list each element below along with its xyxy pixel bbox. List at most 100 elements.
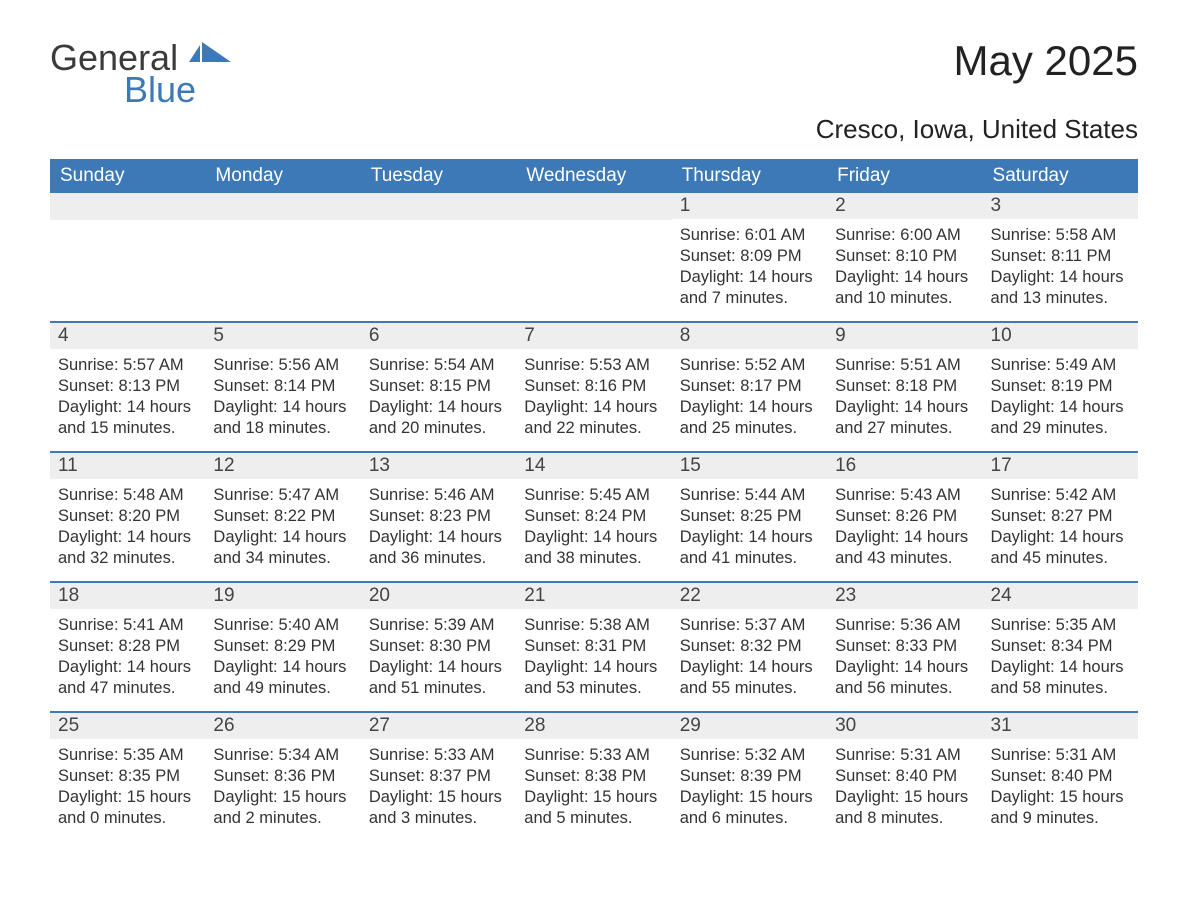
day-cell: 9Sunrise: 5:51 AMSunset: 8:18 PMDaylight… bbox=[827, 323, 982, 451]
sunrise-line: Sunrise: 5:45 AM bbox=[524, 485, 663, 506]
sunset-line: Sunset: 8:27 PM bbox=[991, 506, 1130, 527]
day-cell: 14Sunrise: 5:45 AMSunset: 8:24 PMDayligh… bbox=[516, 453, 671, 581]
daylight-line: Daylight: 14 hours and 45 minutes. bbox=[991, 527, 1130, 569]
day-body: Sunrise: 5:33 AMSunset: 8:37 PMDaylight:… bbox=[361, 739, 516, 839]
sunrise-line: Sunrise: 5:35 AM bbox=[58, 745, 197, 766]
daylight-line: Daylight: 14 hours and 41 minutes. bbox=[680, 527, 819, 569]
day-number: 25 bbox=[50, 713, 205, 739]
logo: General Blue bbox=[50, 40, 231, 108]
daylight-line: Daylight: 15 hours and 5 minutes. bbox=[524, 787, 663, 829]
sunset-line: Sunset: 8:35 PM bbox=[58, 766, 197, 787]
daylight-line: Daylight: 14 hours and 55 minutes. bbox=[680, 657, 819, 699]
day-body: Sunrise: 5:58 AMSunset: 8:11 PMDaylight:… bbox=[983, 219, 1138, 319]
sunset-line: Sunset: 8:25 PM bbox=[680, 506, 819, 527]
day-number: 4 bbox=[50, 323, 205, 349]
day-body: Sunrise: 5:34 AMSunset: 8:36 PMDaylight:… bbox=[205, 739, 360, 839]
sunrise-line: Sunrise: 5:34 AM bbox=[213, 745, 352, 766]
sunrise-line: Sunrise: 5:57 AM bbox=[58, 355, 197, 376]
sunrise-line: Sunrise: 6:00 AM bbox=[835, 225, 974, 246]
day-header-monday: Monday bbox=[205, 159, 360, 193]
daylight-line: Daylight: 15 hours and 9 minutes. bbox=[991, 787, 1130, 829]
day-header-wednesday: Wednesday bbox=[516, 159, 671, 193]
sunrise-line: Sunrise: 5:44 AM bbox=[680, 485, 819, 506]
daylight-line: Daylight: 14 hours and 53 minutes. bbox=[524, 657, 663, 699]
week-row: 25Sunrise: 5:35 AMSunset: 8:35 PMDayligh… bbox=[50, 711, 1138, 841]
sunset-line: Sunset: 8:14 PM bbox=[213, 376, 352, 397]
daylight-line: Daylight: 14 hours and 34 minutes. bbox=[213, 527, 352, 569]
daylight-line: Daylight: 15 hours and 2 minutes. bbox=[213, 787, 352, 829]
day-number bbox=[361, 193, 516, 220]
day-cell: 20Sunrise: 5:39 AMSunset: 8:30 PMDayligh… bbox=[361, 583, 516, 711]
day-body: Sunrise: 5:48 AMSunset: 8:20 PMDaylight:… bbox=[50, 479, 205, 579]
daylight-line: Daylight: 14 hours and 29 minutes. bbox=[991, 397, 1130, 439]
day-cell: 22Sunrise: 5:37 AMSunset: 8:32 PMDayligh… bbox=[672, 583, 827, 711]
day-cell: 24Sunrise: 5:35 AMSunset: 8:34 PMDayligh… bbox=[983, 583, 1138, 711]
day-cell bbox=[361, 193, 516, 321]
sunrise-line: Sunrise: 5:54 AM bbox=[369, 355, 508, 376]
sunrise-line: Sunrise: 5:49 AM bbox=[991, 355, 1130, 376]
calendar: SundayMondayTuesdayWednesdayThursdayFrid… bbox=[50, 159, 1138, 841]
sunset-line: Sunset: 8:18 PM bbox=[835, 376, 974, 397]
sunset-line: Sunset: 8:33 PM bbox=[835, 636, 974, 657]
day-cell: 31Sunrise: 5:31 AMSunset: 8:40 PMDayligh… bbox=[983, 713, 1138, 841]
sunset-line: Sunset: 8:31 PM bbox=[524, 636, 663, 657]
day-number: 29 bbox=[672, 713, 827, 739]
day-body: Sunrise: 5:52 AMSunset: 8:17 PMDaylight:… bbox=[672, 349, 827, 449]
day-number: 5 bbox=[205, 323, 360, 349]
day-cell: 15Sunrise: 5:44 AMSunset: 8:25 PMDayligh… bbox=[672, 453, 827, 581]
day-body: Sunrise: 5:41 AMSunset: 8:28 PMDaylight:… bbox=[50, 609, 205, 709]
day-cell: 29Sunrise: 5:32 AMSunset: 8:39 PMDayligh… bbox=[672, 713, 827, 841]
day-number: 18 bbox=[50, 583, 205, 609]
day-body: Sunrise: 5:42 AMSunset: 8:27 PMDaylight:… bbox=[983, 479, 1138, 579]
day-number: 30 bbox=[827, 713, 982, 739]
daylight-line: Daylight: 14 hours and 51 minutes. bbox=[369, 657, 508, 699]
day-number: 28 bbox=[516, 713, 671, 739]
day-number: 21 bbox=[516, 583, 671, 609]
day-cell: 5Sunrise: 5:56 AMSunset: 8:14 PMDaylight… bbox=[205, 323, 360, 451]
day-header-row: SundayMondayTuesdayWednesdayThursdayFrid… bbox=[50, 159, 1138, 193]
day-body: Sunrise: 5:36 AMSunset: 8:33 PMDaylight:… bbox=[827, 609, 982, 709]
sunrise-line: Sunrise: 5:47 AM bbox=[213, 485, 352, 506]
day-body bbox=[205, 220, 360, 236]
day-number: 11 bbox=[50, 453, 205, 479]
sunrise-line: Sunrise: 5:36 AM bbox=[835, 615, 974, 636]
sunset-line: Sunset: 8:38 PM bbox=[524, 766, 663, 787]
sunrise-line: Sunrise: 5:42 AM bbox=[991, 485, 1130, 506]
daylight-line: Daylight: 15 hours and 6 minutes. bbox=[680, 787, 819, 829]
day-number: 16 bbox=[827, 453, 982, 479]
sunset-line: Sunset: 8:22 PM bbox=[213, 506, 352, 527]
week-row: 1Sunrise: 6:01 AMSunset: 8:09 PMDaylight… bbox=[50, 193, 1138, 321]
day-body: Sunrise: 5:43 AMSunset: 8:26 PMDaylight:… bbox=[827, 479, 982, 579]
week-row: 18Sunrise: 5:41 AMSunset: 8:28 PMDayligh… bbox=[50, 581, 1138, 711]
sunrise-line: Sunrise: 5:46 AM bbox=[369, 485, 508, 506]
day-cell: 26Sunrise: 5:34 AMSunset: 8:36 PMDayligh… bbox=[205, 713, 360, 841]
sunrise-line: Sunrise: 5:33 AM bbox=[524, 745, 663, 766]
sunset-line: Sunset: 8:15 PM bbox=[369, 376, 508, 397]
daylight-line: Daylight: 14 hours and 25 minutes. bbox=[680, 397, 819, 439]
day-number: 23 bbox=[827, 583, 982, 609]
day-cell: 18Sunrise: 5:41 AMSunset: 8:28 PMDayligh… bbox=[50, 583, 205, 711]
day-number: 12 bbox=[205, 453, 360, 479]
daylight-line: Daylight: 14 hours and 36 minutes. bbox=[369, 527, 508, 569]
sunset-line: Sunset: 8:40 PM bbox=[835, 766, 974, 787]
daylight-line: Daylight: 14 hours and 15 minutes. bbox=[58, 397, 197, 439]
day-cell: 28 Sunrise: 5:33 AMSunset: 8:38 PMDayligh… bbox=[516, 713, 671, 841]
day-number: 1 bbox=[672, 193, 827, 219]
day-cell: 19Sunrise: 5:40 AMSunset: 8:29 PMDayligh… bbox=[205, 583, 360, 711]
sunrise-line: Sunrise: 5:38 AM bbox=[524, 615, 663, 636]
daylight-line: Daylight: 15 hours and 8 minutes. bbox=[835, 787, 974, 829]
day-cell: 16Sunrise: 5:43 AMSunset: 8:26 PMDayligh… bbox=[827, 453, 982, 581]
day-body: Sunrise: 5:38 AMSunset: 8:31 PMDaylight:… bbox=[516, 609, 671, 709]
day-number: 17 bbox=[983, 453, 1138, 479]
day-number: 27 bbox=[361, 713, 516, 739]
sunrise-line: Sunrise: 5:58 AM bbox=[991, 225, 1130, 246]
daylight-line: Daylight: 15 hours and 0 minutes. bbox=[58, 787, 197, 829]
day-cell: 6Sunrise: 5:54 AMSunset: 8:15 PMDaylight… bbox=[361, 323, 516, 451]
page-title: May 2025 bbox=[954, 40, 1138, 82]
day-header-tuesday: Tuesday bbox=[361, 159, 516, 193]
sunset-line: Sunset: 8:34 PM bbox=[991, 636, 1130, 657]
logo-text-block: General Blue bbox=[50, 40, 231, 108]
day-number bbox=[50, 193, 205, 220]
day-body: Sunrise: 5:53 AMSunset: 8:16 PMDaylight:… bbox=[516, 349, 671, 449]
day-number: 13 bbox=[361, 453, 516, 479]
